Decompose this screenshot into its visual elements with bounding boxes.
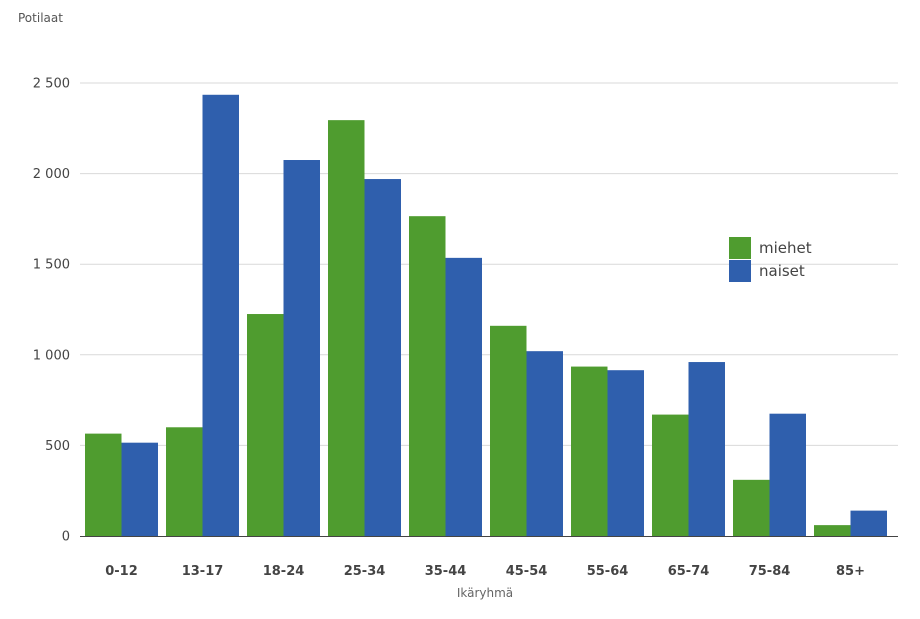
- bar-naiset-65-74: [688, 362, 725, 536]
- y-axis-title: Potilaat: [18, 11, 63, 25]
- bar-naiset-18-24: [283, 160, 320, 536]
- bar-naiset-25-34: [364, 179, 401, 536]
- bar-miehet-65-74: [652, 414, 689, 536]
- y-tick-label: 1 000: [33, 348, 70, 363]
- x-tick-label: 13-17: [182, 564, 224, 579]
- bar-naiset-13-17: [202, 94, 239, 536]
- bar-naiset-55-64: [607, 370, 644, 536]
- bar-naiset-85+: [850, 510, 887, 536]
- bar-miehet-75-84: [733, 479, 770, 536]
- y-tick-label: 0: [62, 530, 70, 545]
- bar-miehet-35-44: [409, 216, 446, 536]
- bar-miehet-13-17: [166, 427, 203, 536]
- legend-swatch-naiset: [729, 260, 751, 282]
- bar-miehet-18-24: [247, 314, 284, 536]
- legend-label-miehet: miehet: [759, 239, 812, 257]
- bar-naiset-45-54: [526, 351, 563, 536]
- x-tick-label: 65-74: [668, 564, 710, 579]
- bar-miehet-25-34: [328, 120, 365, 536]
- legend: miehet naiset: [729, 237, 812, 282]
- legend-label-naiset: naiset: [759, 262, 805, 280]
- x-tick-label: 0-12: [105, 564, 138, 579]
- x-tick-label: 85+: [836, 564, 865, 579]
- x-axis-title: Ikäryhmä: [457, 586, 513, 600]
- bars: [85, 94, 887, 536]
- x-axis-ticks: 0-12 13-17 18-24 25-34 35-44 45-54 55-64 65-74 7…: [105, 564, 865, 579]
- bar-miehet-45-54: [490, 325, 527, 536]
- bar-miehet-85+: [814, 525, 851, 536]
- x-tick-label: 25-34: [344, 564, 386, 579]
- bar-naiset-35-44: [445, 257, 482, 536]
- x-tick-label: 55-64: [587, 564, 629, 579]
- bar-naiset-75-84: [769, 413, 806, 536]
- bar-miehet-55-64: [571, 366, 608, 536]
- x-tick-label: 75-84: [749, 564, 791, 579]
- x-tick-label: 45-54: [506, 564, 548, 579]
- y-axis-ticks: 0 500 1 000 1 500 2 000 2 500: [33, 77, 70, 545]
- y-tick-label: 2 500: [33, 77, 70, 92]
- bar-naiset-0-12: [121, 442, 158, 536]
- bar-miehet-0-12: [85, 433, 122, 536]
- legend-swatch-miehet: [729, 237, 751, 259]
- x-tick-label: 35-44: [425, 564, 467, 579]
- x-tick-label: 18-24: [263, 564, 305, 579]
- y-tick-label: 500: [45, 439, 70, 454]
- y-tick-label: 2 000: [33, 167, 70, 182]
- y-tick-label: 1 500: [33, 258, 70, 273]
